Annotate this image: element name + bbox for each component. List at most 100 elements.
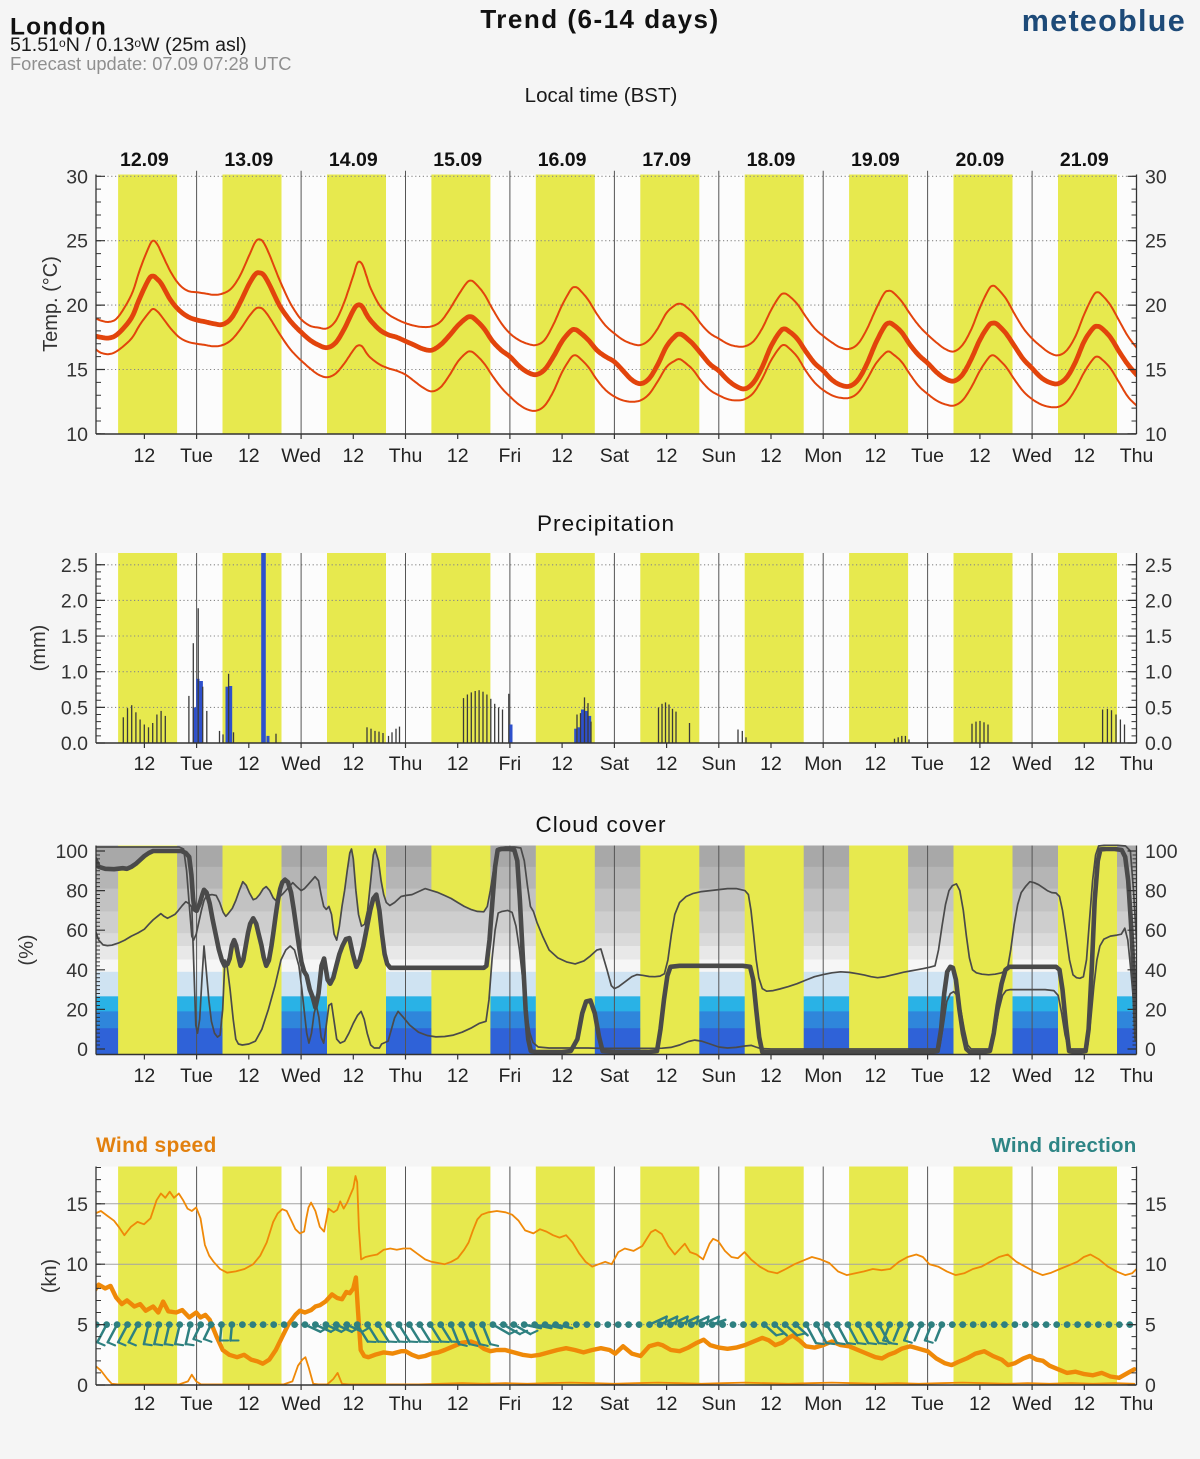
svg-text:12: 12 — [969, 1065, 991, 1087]
svg-text:12: 12 — [865, 445, 887, 467]
svg-text:18.09: 18.09 — [747, 149, 796, 171]
svg-text:20: 20 — [66, 999, 88, 1021]
svg-text:Wed: Wed — [1012, 1065, 1052, 1087]
svg-text:Sat: Sat — [600, 1393, 630, 1415]
svg-text:21.09: 21.09 — [1060, 149, 1109, 171]
svg-text:19.09: 19.09 — [851, 149, 900, 171]
svg-text:0.0: 0.0 — [61, 733, 88, 755]
svg-text:80: 80 — [66, 881, 88, 903]
svg-text:Cloud cover: Cloud cover — [535, 812, 666, 837]
svg-text:Thu: Thu — [1120, 753, 1154, 775]
svg-text:Mon: Mon — [804, 1065, 842, 1087]
svg-text:Mon: Mon — [804, 753, 842, 775]
svg-text:2.0: 2.0 — [61, 590, 88, 612]
svg-text:Sun: Sun — [701, 1393, 736, 1415]
svg-text:Sun: Sun — [701, 753, 736, 775]
svg-text:100: 100 — [55, 841, 88, 863]
svg-text:12: 12 — [1073, 1393, 1095, 1415]
svg-text:0.5: 0.5 — [1145, 697, 1172, 719]
svg-text:Tue: Tue — [911, 1393, 944, 1415]
svg-text:15: 15 — [66, 1194, 88, 1216]
svg-text:Thu: Thu — [389, 445, 423, 467]
svg-text:12: 12 — [134, 1393, 156, 1415]
svg-text:Sat: Sat — [600, 1065, 630, 1087]
svg-text:12: 12 — [447, 445, 469, 467]
svg-text:1.0: 1.0 — [1145, 662, 1172, 684]
svg-text:60: 60 — [66, 920, 88, 942]
svg-text:13.09: 13.09 — [224, 149, 273, 171]
svg-text:Forecast update: 07.09 07:28 U: Forecast update: 07.09 07:28 UTC — [10, 53, 292, 74]
svg-text:12: 12 — [656, 753, 678, 775]
svg-text:Tue: Tue — [180, 753, 213, 775]
svg-text:Mon: Mon — [804, 1393, 842, 1415]
svg-text:Thu: Thu — [1120, 445, 1154, 467]
svg-text:12: 12 — [342, 445, 364, 467]
svg-text:Wed: Wed — [1012, 753, 1052, 775]
svg-text:Thu: Thu — [1120, 1065, 1154, 1087]
svg-text:12: 12 — [238, 753, 260, 775]
svg-text:1.0: 1.0 — [61, 662, 88, 684]
svg-text:25: 25 — [1145, 231, 1167, 253]
svg-text:London: London — [10, 14, 107, 41]
svg-text:25: 25 — [66, 231, 88, 253]
svg-text:12: 12 — [134, 1065, 156, 1087]
svg-text:Wed: Wed — [1012, 445, 1052, 467]
svg-text:meteoblue: meteoblue — [1022, 4, 1186, 38]
svg-text:80: 80 — [1145, 881, 1167, 903]
svg-text:12: 12 — [134, 445, 156, 467]
svg-text:12: 12 — [760, 753, 782, 775]
svg-text:(kn): (kn) — [39, 1259, 61, 1293]
svg-text:Thu: Thu — [1120, 1393, 1154, 1415]
svg-text:10: 10 — [66, 1254, 88, 1276]
svg-text:12: 12 — [760, 445, 782, 467]
svg-text:12.09: 12.09 — [120, 149, 169, 171]
svg-text:20.09: 20.09 — [955, 149, 1004, 171]
svg-text:Thu: Thu — [389, 753, 423, 775]
svg-text:12: 12 — [447, 1065, 469, 1087]
svg-text:Wed: Wed — [281, 753, 321, 775]
svg-text:Mon: Mon — [804, 445, 842, 467]
svg-text:12: 12 — [447, 753, 469, 775]
svg-text:Tue: Tue — [180, 1393, 213, 1415]
svg-text:0: 0 — [77, 1375, 88, 1397]
svg-text:20: 20 — [1145, 999, 1167, 1021]
svg-text:(%): (%) — [16, 934, 38, 965]
svg-text:Sun: Sun — [701, 445, 736, 467]
svg-text:12: 12 — [760, 1065, 782, 1087]
svg-text:2.5: 2.5 — [61, 555, 88, 577]
svg-text:12: 12 — [865, 1065, 887, 1087]
svg-text:Thu: Thu — [389, 1393, 423, 1415]
svg-text:15: 15 — [1145, 1194, 1167, 1216]
svg-text:0: 0 — [77, 1039, 88, 1061]
svg-text:40: 40 — [1145, 960, 1167, 982]
svg-text:0.5: 0.5 — [61, 697, 88, 719]
svg-text:12: 12 — [134, 753, 156, 775]
svg-text:Wed: Wed — [281, 1393, 321, 1415]
svg-text:Precipitation: Precipitation — [537, 511, 675, 536]
svg-text:100: 100 — [1145, 841, 1178, 863]
svg-text:60: 60 — [1145, 920, 1167, 942]
svg-text:Wed: Wed — [1012, 1393, 1052, 1415]
svg-text:12: 12 — [969, 753, 991, 775]
svg-text:51.51oN / 0.13oW (25m asl): 51.51oN / 0.13oW (25m asl) — [10, 34, 247, 56]
svg-text:Tue: Tue — [911, 753, 944, 775]
svg-text:Sat: Sat — [600, 753, 630, 775]
svg-text:12: 12 — [656, 445, 678, 467]
svg-text:Local time (BST): Local time (BST) — [525, 84, 678, 107]
svg-text:30: 30 — [1145, 166, 1167, 188]
svg-text:Wed: Wed — [281, 1065, 321, 1087]
svg-text:Sat: Sat — [600, 445, 630, 467]
svg-text:Temp. (°C): Temp. (°C) — [40, 256, 62, 352]
svg-text:Wind speed: Wind speed — [96, 1134, 217, 1157]
svg-text:16.09: 16.09 — [538, 149, 587, 171]
svg-text:12: 12 — [760, 1393, 782, 1415]
svg-text:12: 12 — [969, 445, 991, 467]
svg-text:1.5: 1.5 — [1145, 626, 1172, 648]
svg-text:Wind direction: Wind direction — [992, 1134, 1137, 1157]
svg-text:Trend (6-14 days): Trend (6-14 days) — [480, 4, 719, 34]
svg-text:12: 12 — [551, 753, 573, 775]
svg-text:Tue: Tue — [180, 1065, 213, 1087]
svg-text:Fri: Fri — [499, 1393, 522, 1415]
svg-text:12: 12 — [447, 1393, 469, 1415]
svg-text:12: 12 — [551, 1065, 573, 1087]
